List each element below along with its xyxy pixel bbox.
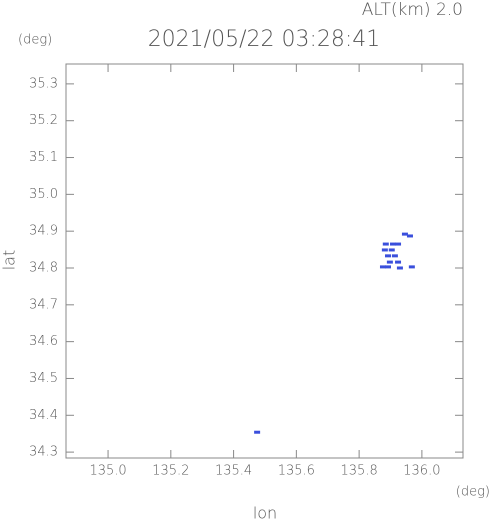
- radar-echo: [395, 242, 402, 246]
- radar-echo: [384, 254, 391, 258]
- radar-echo: [379, 265, 386, 269]
- y-tick-label: 34.9: [29, 224, 58, 239]
- radar-echo: [384, 265, 391, 269]
- y-tick-label: 35.2: [29, 113, 58, 128]
- y-tick-label: 35.3: [29, 76, 58, 91]
- y-tick-label: 34.7: [29, 297, 58, 312]
- x-axis-label: lon: [253, 504, 277, 521]
- x-tick-label: 136.0: [403, 464, 440, 479]
- radar-echo: [382, 242, 389, 246]
- radar-echo: [254, 430, 261, 434]
- radar-echo: [390, 242, 397, 246]
- y-tick-label: 34.3: [29, 445, 58, 460]
- y-tick-label: 34.6: [29, 334, 58, 349]
- x-tick-label: 135.2: [152, 464, 189, 479]
- y-tick-label: 35.1: [29, 150, 58, 165]
- radar-echo: [386, 260, 393, 264]
- y-axis-label: lat: [0, 250, 19, 271]
- x-tick-label: 135.6: [278, 464, 315, 479]
- radar-echo: [408, 265, 415, 269]
- radar-echo: [381, 248, 388, 252]
- y-tick-label: 34.4: [29, 408, 58, 423]
- altitude-label: ALT(km) 2.0: [362, 0, 463, 20]
- y-tick-label: 34.5: [29, 371, 58, 386]
- y-tick-label: 35.0: [29, 187, 58, 202]
- radar-echo: [396, 266, 403, 270]
- radar-echo: [406, 234, 413, 238]
- chart-title: 2021/05/22 03:28:41: [148, 27, 381, 52]
- x-tick-label: 135.8: [341, 464, 378, 479]
- x-tick-label: 135.0: [89, 464, 126, 479]
- y-unit: (deg): [18, 33, 52, 48]
- x-unit: (deg): [456, 485, 490, 500]
- radar-echo: [401, 232, 408, 236]
- radar-echo: [388, 248, 395, 252]
- plot-frame: [65, 63, 464, 459]
- radar-echo: [391, 254, 398, 258]
- y-tick-label: 34.8: [29, 260, 58, 275]
- radar-echo: [395, 260, 402, 264]
- x-tick-label: 135.4: [215, 464, 252, 479]
